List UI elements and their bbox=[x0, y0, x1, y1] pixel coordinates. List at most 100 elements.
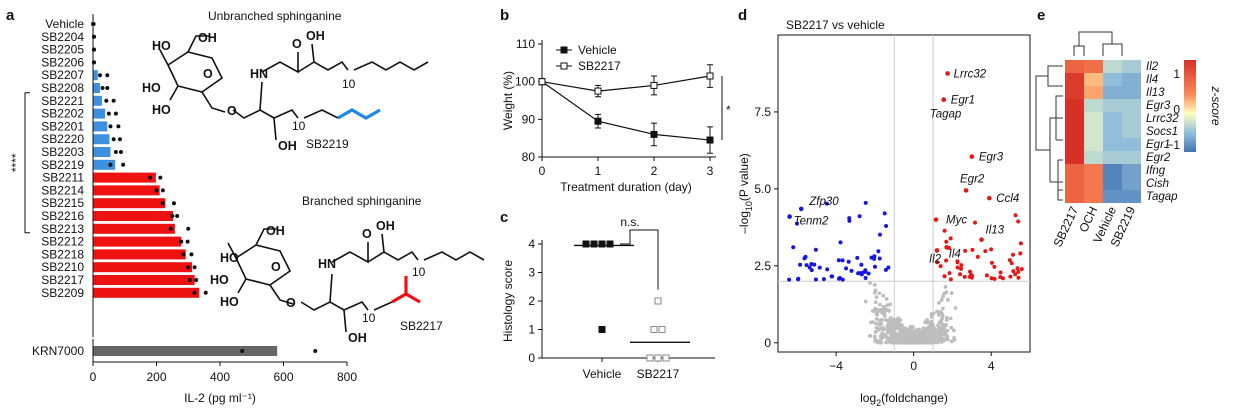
significance-label: n.s. bbox=[620, 215, 639, 229]
atom-label: O bbox=[203, 67, 213, 81]
down-gene-point bbox=[830, 274, 835, 279]
data-point bbox=[118, 150, 123, 154]
data-point bbox=[108, 124, 113, 129]
bar bbox=[93, 346, 278, 356]
heatmap-cell bbox=[1103, 60, 1122, 73]
gene-point bbox=[911, 338, 916, 343]
down-gene-point bbox=[860, 270, 865, 275]
data-marker bbox=[658, 326, 666, 333]
atom-label: O bbox=[286, 296, 296, 310]
heatmap-cell bbox=[1103, 99, 1122, 112]
significance-bracket bbox=[24, 92, 30, 234]
gene-point bbox=[882, 310, 887, 314]
panel-label-d: d bbox=[738, 7, 747, 24]
panel-d: Lrrc32 Egr1 Tagap Egr3 Egr2 Ccl4 Myc Il13 Il2 Il4… bbox=[737, 18, 1031, 408]
down-gene-point bbox=[866, 271, 871, 276]
repeat-label: 10 bbox=[362, 311, 376, 325]
bar-label: SB2201 bbox=[41, 119, 84, 133]
bar-label: SB2212 bbox=[41, 235, 84, 249]
labeled-gene-point bbox=[979, 237, 984, 242]
bar-label: SB2216 bbox=[41, 209, 84, 223]
up-gene-point bbox=[935, 260, 940, 265]
gene-label: Egr1 bbox=[951, 95, 975, 107]
y-tick-label: 0 bbox=[764, 336, 771, 350]
unbranched-title: Unbranched sphinganine bbox=[208, 9, 342, 23]
x-axis-title-part: log bbox=[860, 391, 876, 405]
down-gene-point bbox=[846, 259, 851, 264]
heatmap-cell bbox=[1122, 99, 1141, 112]
atom-label: HO bbox=[220, 295, 239, 309]
gene-point bbox=[929, 324, 934, 329]
data-point bbox=[106, 111, 111, 116]
up-gene-point bbox=[1007, 258, 1012, 263]
data-point bbox=[175, 214, 180, 218]
heatmap-cell bbox=[1065, 164, 1084, 177]
heatmap-row-label: Socs1 bbox=[1146, 126, 1178, 138]
y-tick-label: 7.5 bbox=[754, 105, 771, 119]
labeled-gene-point bbox=[941, 97, 947, 102]
bar-label: SB2221 bbox=[41, 94, 84, 108]
up-gene-point bbox=[1013, 213, 1018, 218]
up-gene-point bbox=[944, 258, 949, 263]
data-point bbox=[192, 265, 197, 270]
bar-label: SB2213 bbox=[41, 222, 84, 236]
gene-point bbox=[875, 340, 880, 345]
significance-bracket bbox=[620, 229, 659, 290]
up-gene-point bbox=[998, 270, 1003, 275]
structure-labels: HO OH HO HO O O HN O OH OH 10 10 HO OH H… bbox=[142, 9, 443, 345]
y-tick-label: 90 bbox=[522, 112, 536, 126]
bar bbox=[93, 172, 156, 183]
down-gene-point bbox=[802, 256, 807, 261]
data-marker bbox=[598, 240, 606, 248]
heatmap-row-label: Il4 bbox=[1146, 74, 1158, 86]
branched-compound: SB2217 bbox=[400, 319, 443, 333]
bar-label: SB2220 bbox=[41, 132, 84, 146]
down-gene-point bbox=[838, 240, 843, 245]
labeled-gene-point bbox=[934, 248, 940, 253]
gene-point bbox=[901, 330, 906, 335]
bar bbox=[93, 287, 200, 298]
heatmap-cell bbox=[1084, 99, 1103, 112]
data-point bbox=[189, 252, 194, 257]
data-point bbox=[181, 252, 186, 257]
heatmap-cell bbox=[1084, 177, 1103, 190]
gene-point bbox=[937, 301, 941, 305]
down-gene-point bbox=[876, 249, 881, 254]
hydroxyl-bond-2 bbox=[381, 233, 385, 253]
heatmap-cell bbox=[1103, 151, 1122, 164]
panel-label-c: c bbox=[500, 209, 508, 226]
data-marker bbox=[582, 240, 590, 248]
heatmap-cell bbox=[1084, 86, 1103, 99]
data-point bbox=[240, 349, 245, 353]
gene-point bbox=[873, 330, 878, 334]
down-gene-point bbox=[798, 262, 803, 267]
up-gene-point bbox=[947, 271, 952, 276]
amide-chain bbox=[259, 52, 429, 111]
gene-point bbox=[953, 306, 958, 310]
up-gene-point bbox=[998, 275, 1003, 280]
gene-point bbox=[927, 328, 931, 333]
atom-label: O bbox=[362, 227, 372, 241]
down-gene-point bbox=[882, 211, 887, 216]
bar-label: SB2214 bbox=[41, 183, 84, 197]
column-dendrogram bbox=[1073, 31, 1123, 56]
heatmap-cell bbox=[1084, 73, 1103, 86]
data-marker bbox=[706, 136, 714, 144]
atom-label: O bbox=[292, 37, 302, 51]
gene-point bbox=[876, 308, 880, 312]
gene-point bbox=[872, 334, 877, 339]
labeled-gene-point bbox=[945, 71, 950, 76]
up-gene-point bbox=[1009, 261, 1014, 266]
x-tick-label: 200 bbox=[146, 370, 166, 384]
gene-point bbox=[944, 316, 949, 320]
colorbar-title: z-score bbox=[1209, 85, 1223, 126]
up-gene-point bbox=[938, 264, 943, 269]
heatmap-cell bbox=[1065, 112, 1084, 125]
data-point bbox=[160, 188, 165, 193]
down-gene-point bbox=[859, 262, 864, 267]
data-point bbox=[113, 111, 118, 116]
gene-point bbox=[952, 337, 957, 342]
atom-label: HN bbox=[318, 257, 336, 271]
heatmap-cell bbox=[1122, 73, 1141, 86]
bar bbox=[93, 262, 193, 273]
